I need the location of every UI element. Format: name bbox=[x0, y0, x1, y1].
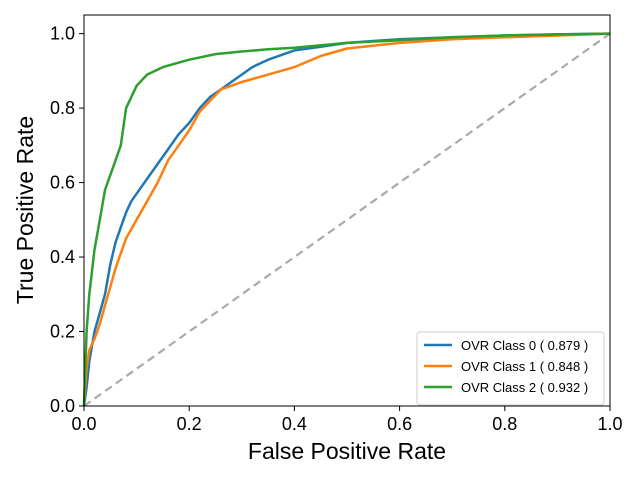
y-axis-label: True Positive Rate bbox=[12, 116, 38, 304]
legend: OVR Class 0 ( 0.879 ) OVR Class 1 ( 0.848… bbox=[416, 331, 605, 406]
y-tick-label: 0.0 bbox=[50, 396, 75, 416]
y-tick-label: 0.8 bbox=[50, 98, 75, 118]
roc-curve-class-1 bbox=[82, 32, 611, 407]
plot-frame bbox=[83, 14, 611, 407]
y-tick-label: 1.0 bbox=[50, 24, 75, 44]
roc-curve-class-2 bbox=[82, 32, 611, 407]
plot-area bbox=[82, 32, 611, 407]
legend-entry: OVR Class 1 ( 0.848 ) bbox=[461, 359, 588, 374]
y-tick-label: 0.2 bbox=[50, 322, 75, 342]
legend-entry: OVR Class 0 ( 0.879 ) bbox=[461, 338, 588, 353]
x-tick-label: 1.0 bbox=[597, 414, 622, 434]
x-tick-label: 0.2 bbox=[177, 414, 202, 434]
x-tick-label: 0.8 bbox=[492, 414, 517, 434]
x-axis-label: False Positive Rate bbox=[248, 438, 446, 464]
y-tick-label: 0.4 bbox=[50, 247, 75, 267]
x-tick-label: 0.0 bbox=[71, 414, 96, 434]
x-tick-label: 0.6 bbox=[387, 414, 412, 434]
chance-baseline bbox=[83, 32, 611, 407]
legend-entry: OVR Class 2 ( 0.932 ) bbox=[461, 380, 588, 395]
x-tick-label: 0.4 bbox=[282, 414, 307, 434]
y-tick-label: 0.6 bbox=[50, 173, 75, 193]
legend-frame bbox=[416, 331, 605, 406]
axis-ticks: 0.0 0.2 0.4 0.6 0.8 1.0 0.0 0.2 0.4 0.6 0.8 1.0 bbox=[50, 24, 623, 434]
